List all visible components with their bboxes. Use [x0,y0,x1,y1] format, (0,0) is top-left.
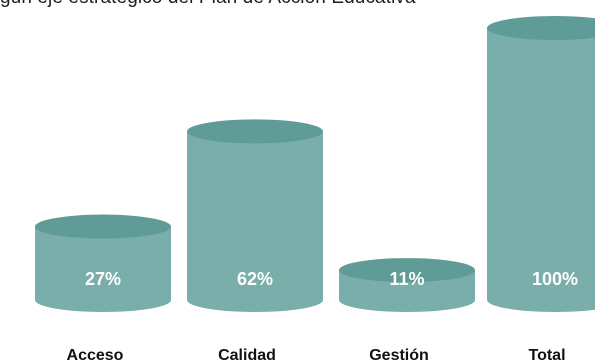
bar-calidad: 62% Calidad [187,119,323,362]
bar-acceso: 27% Acceso [35,214,171,362]
category-label: Calidad [218,347,276,362]
data-label: 62% [237,269,273,289]
bar-top [35,214,171,239]
bar-top [187,119,323,144]
data-label: 11% [389,269,424,289]
data-label: 100% [532,269,578,289]
bar-gestión: 11% Gestión [339,258,475,362]
bar-total: 100% Total [487,16,595,362]
chart-title: gún eje estratégico del Plan de Acción E… [0,0,595,9]
bar-body [487,28,595,312]
bar-body [339,270,475,312]
bar-top [339,258,475,283]
category-label: Acceso [67,347,124,362]
data-label: 27% [85,269,121,289]
category-label: Total [528,347,565,362]
bar-top [487,16,595,40]
category-label: Gestión [369,347,429,362]
bar-body [35,226,171,312]
bar-body [187,131,323,312]
